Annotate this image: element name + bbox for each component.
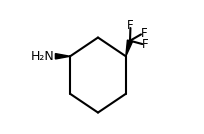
Text: F: F bbox=[127, 19, 133, 32]
Text: F: F bbox=[141, 27, 147, 40]
Text: F: F bbox=[142, 38, 149, 51]
Polygon shape bbox=[126, 40, 133, 56]
Text: H₂N: H₂N bbox=[31, 50, 54, 63]
Polygon shape bbox=[55, 54, 70, 59]
